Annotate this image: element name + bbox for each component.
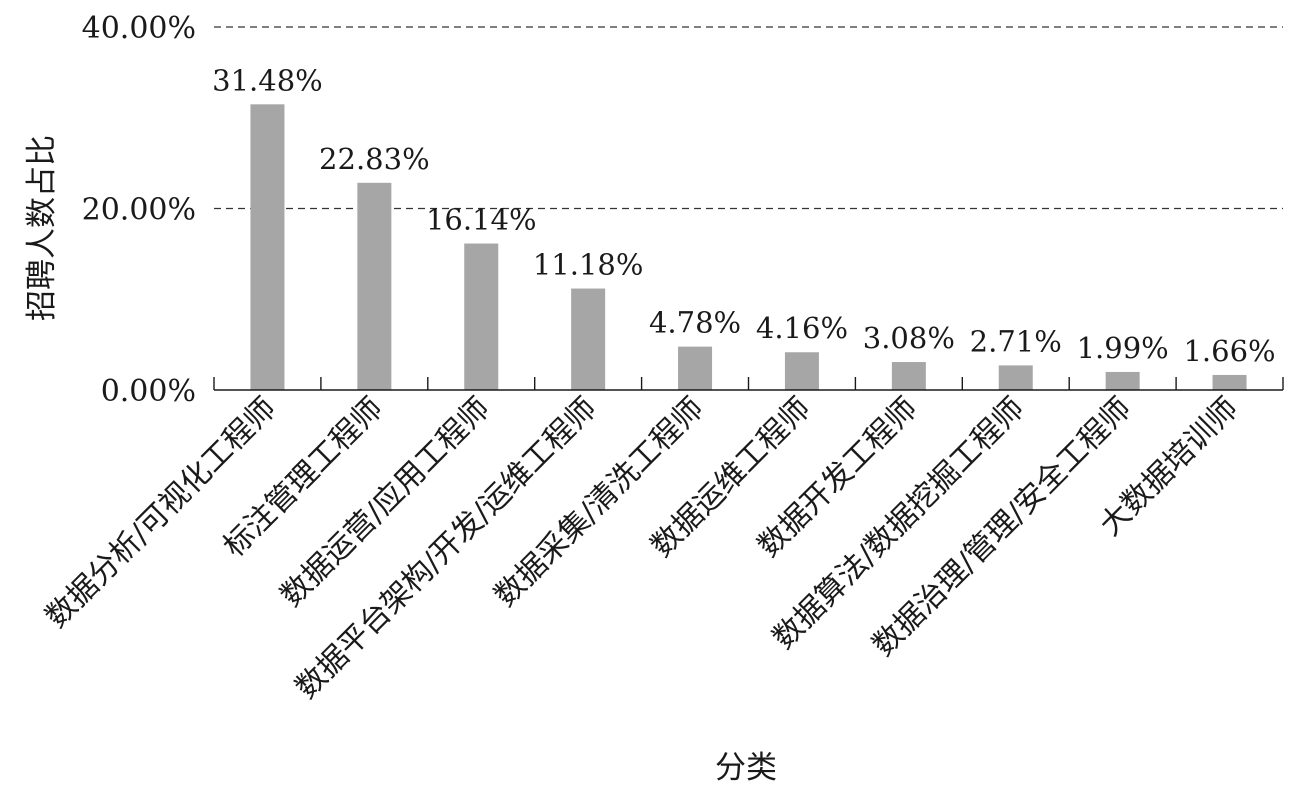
bar: [357, 183, 391, 390]
y-axis-title: 招聘人数占比: [24, 135, 60, 321]
y-tick-label: 20.00%: [82, 193, 196, 228]
data-label: 1.66%: [1183, 334, 1275, 368]
bar: [1213, 375, 1247, 390]
data-label: 31.48%: [212, 63, 323, 97]
bar: [1106, 372, 1140, 390]
data-label: 1.99%: [1077, 331, 1169, 365]
data-label: 3.08%: [863, 321, 955, 355]
grid-lines: [214, 27, 1283, 209]
data-label: 2.71%: [970, 324, 1062, 358]
bar: [678, 347, 712, 390]
data-label: 16.14%: [426, 203, 537, 237]
bar: [892, 362, 926, 390]
bar: [999, 365, 1033, 390]
x-axis-title: 分类: [715, 750, 777, 786]
data-label: 11.18%: [533, 248, 644, 282]
bar: [250, 104, 284, 390]
data-label: 4.78%: [649, 306, 741, 340]
y-tick-label: 0.00%: [101, 374, 196, 409]
bar: [571, 289, 605, 390]
bar: [785, 352, 819, 390]
y-axis-ticks: 0.00% 20.00% 40.00%: [82, 11, 196, 409]
data-label: 22.83%: [319, 142, 430, 176]
x-tick-label: 数据采集/清洗工程师: [488, 391, 711, 614]
y-tick-label: 40.00%: [82, 11, 196, 46]
data-label: 4.16%: [756, 311, 848, 345]
x-tick-label: 数据运营/应用工程师: [274, 391, 497, 614]
category-labels: 数据分析/可视化工程师标注管理工程师数据运营/应用工程师数据平台架构/开发/运维…: [39, 391, 1245, 706]
bar: [464, 244, 498, 390]
